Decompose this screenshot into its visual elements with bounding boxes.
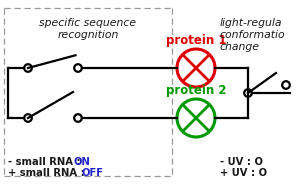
Text: specific sequence: specific sequence	[39, 18, 136, 28]
Text: + small RNA :: + small RNA :	[8, 168, 88, 178]
Text: conformatio: conformatio	[220, 30, 286, 40]
Text: - small RNA :: - small RNA :	[8, 157, 84, 167]
Text: protein 2: protein 2	[166, 84, 226, 97]
Text: OFF: OFF	[82, 168, 104, 178]
Text: light-regula: light-regula	[220, 18, 283, 28]
Text: recognition: recognition	[57, 30, 119, 40]
Text: + UV : O: + UV : O	[220, 168, 267, 178]
Text: protein 1: protein 1	[166, 34, 226, 47]
Text: - UV : O: - UV : O	[220, 157, 263, 167]
Text: ON: ON	[74, 157, 91, 167]
Text: change: change	[220, 42, 260, 52]
